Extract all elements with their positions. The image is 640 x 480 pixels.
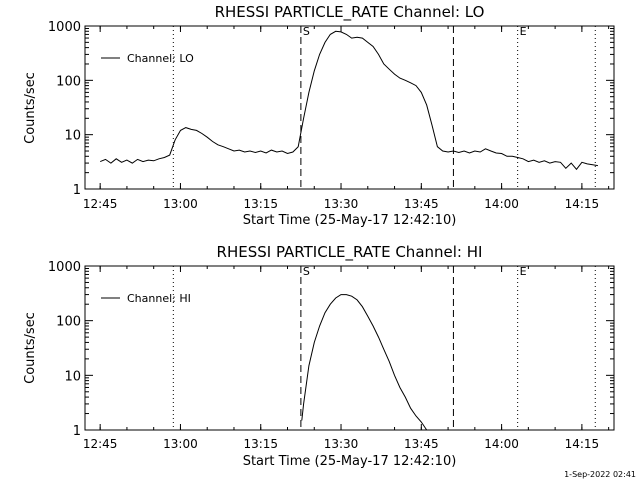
x-tick-label: 13:15 [243, 437, 278, 451]
y-tick-label: 1000 [48, 260, 81, 275]
y-axis-label: Counts/sec [23, 312, 38, 384]
x-tick-label: 13:00 [163, 437, 198, 451]
y-tick-label: 100 [56, 315, 81, 330]
chart-title: RHESSI PARTICLE_RATE Channel: LO [215, 3, 485, 22]
x-tick-label: 13:30 [324, 437, 359, 451]
footer-timestamp: 1-Sep-2022 02:41 [564, 470, 636, 479]
marker-label: E [520, 265, 527, 278]
y-tick-label: 1000 [48, 20, 81, 35]
legend-label: Channel: LO [127, 52, 194, 65]
x-tick-label: 13:45 [404, 197, 439, 211]
x-tick-label: 13:00 [163, 197, 198, 211]
x-tick-label: 13:30 [324, 197, 359, 211]
chart-panel-1: RHESSI PARTICLE_RATE Channel: LO 12:45 13:… [23, 3, 615, 228]
chart-title: RHESSI PARTICLE_RATE Channel: HI [217, 243, 483, 262]
x-tick-label: 13:15 [243, 197, 278, 211]
chart-panel-2: RHESSI PARTICLE_RATE Channel: HI 12:45 13:… [23, 243, 615, 469]
y-tick-label: 10 [64, 129, 81, 144]
series-line [301, 294, 428, 431]
x-tick-label: 12:45 [83, 437, 118, 451]
marker-label: S [303, 265, 310, 278]
y-tick-label: 1 [73, 424, 81, 439]
x-tick-label: 14:00 [484, 197, 519, 211]
legend-label: Channel: HI [127, 292, 191, 305]
x-tick-label: 14:15 [565, 197, 600, 211]
y-axis-label: Counts/sec [23, 72, 38, 144]
plot-frame [84, 25, 615, 190]
y-tick-label: 100 [56, 74, 81, 89]
y-tick-label: 1 [73, 183, 81, 198]
marker-label: S [303, 25, 310, 38]
x-axis-label: Start Time (25-May-17 12:42:10) [243, 454, 457, 469]
x-tick-label: 14:00 [484, 437, 519, 451]
plot-frame [84, 265, 615, 431]
x-axis-label: Start Time (25-May-17 12:42:10) [243, 213, 457, 228]
marker-label: E [520, 25, 527, 38]
x-tick-label: 12:45 [83, 197, 118, 211]
series-line [100, 30, 598, 171]
y-tick-label: 10 [64, 369, 81, 384]
x-tick-label: 13:45 [404, 437, 439, 451]
x-tick-label: 14:15 [565, 437, 600, 451]
